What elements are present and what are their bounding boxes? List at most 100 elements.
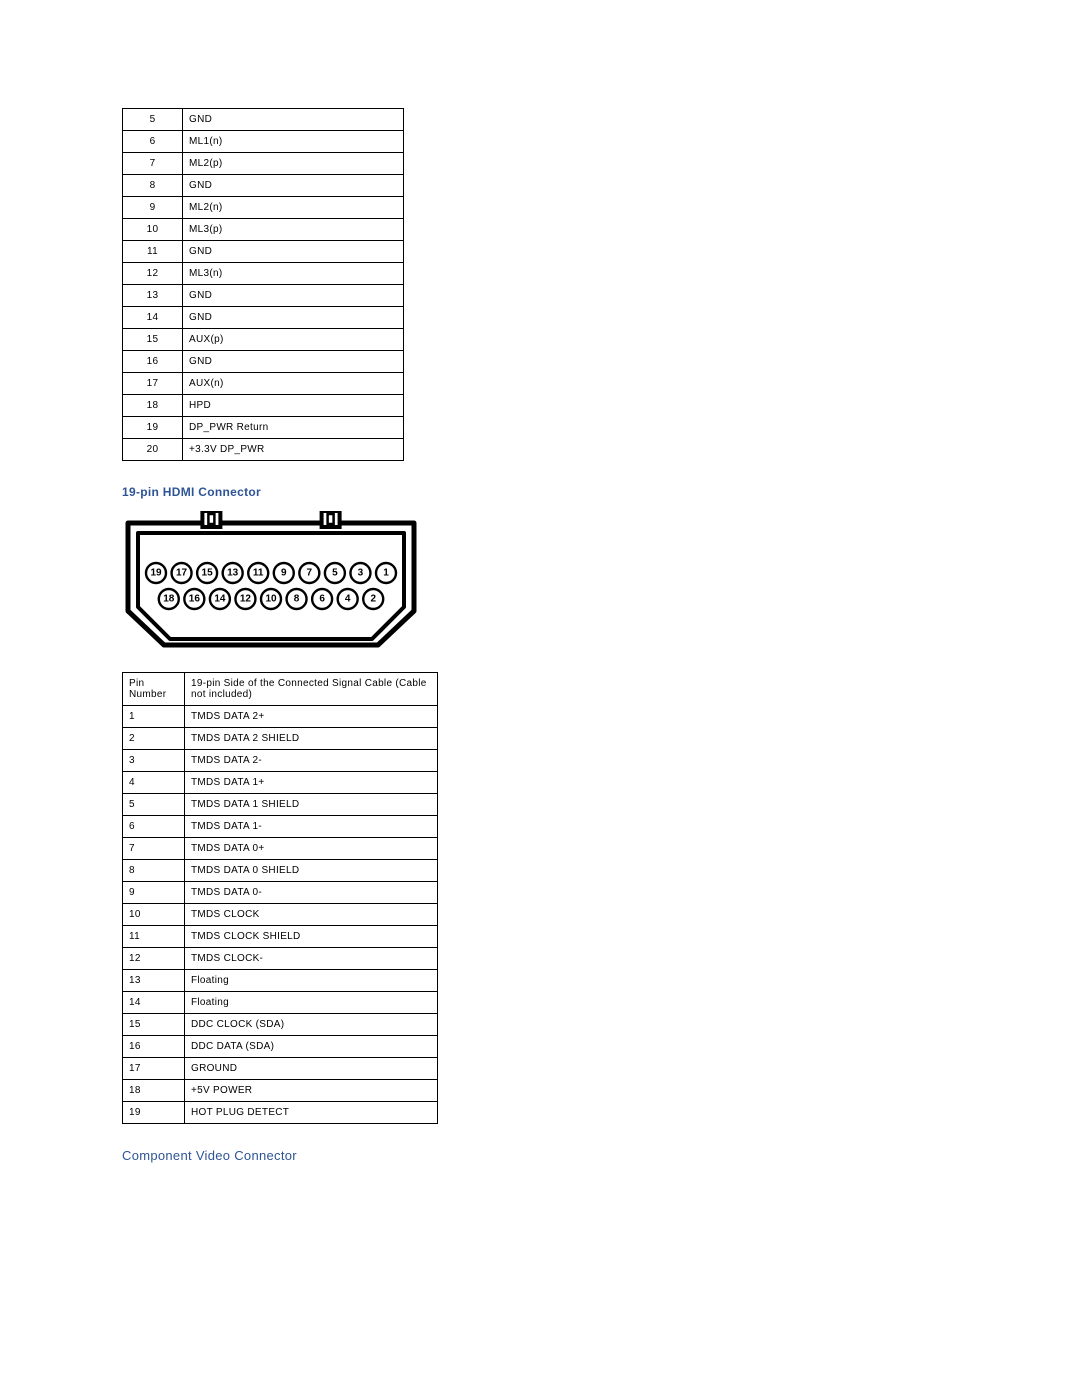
- pin-number-cell: 14: [123, 992, 185, 1014]
- signal-cell: HPD: [183, 395, 404, 417]
- signal-cell: ML2(p): [183, 153, 404, 175]
- pin-number-cell: 14: [123, 307, 183, 329]
- signal-cell: TMDS DATA 2 SHIELD: [185, 728, 438, 750]
- pin-number-cell: 20: [123, 439, 183, 461]
- table-row: 19HOT PLUG DETECT: [123, 1102, 438, 1124]
- signal-cell: ML3(n): [183, 263, 404, 285]
- pin-number-cell: 16: [123, 351, 183, 373]
- table-row: 14Floating: [123, 992, 438, 1014]
- svg-text:16: 16: [189, 594, 201, 605]
- signal-cell: TMDS DATA 0 SHIELD: [185, 860, 438, 882]
- signal-cell: GND: [183, 109, 404, 131]
- hdmi-heading: 19-pin HDMI Connector: [122, 485, 960, 499]
- svg-text:1: 1: [383, 568, 389, 579]
- table-row: 11TMDS CLOCK SHIELD: [123, 926, 438, 948]
- signal-cell: AUX(p): [183, 329, 404, 351]
- signal-cell: DP_PWR Return: [183, 417, 404, 439]
- svg-text:5: 5: [332, 568, 338, 579]
- component-heading: Component Video Connector: [122, 1148, 960, 1163]
- pin-number-cell: 3: [123, 750, 185, 772]
- signal-cell: DDC DATA (SDA): [185, 1036, 438, 1058]
- table-header-row: Pin Number 19-pin Side of the Connected …: [123, 673, 438, 706]
- pin-number-cell: 12: [123, 263, 183, 285]
- pin-number-cell: 11: [123, 241, 183, 263]
- pin-number-cell: 9: [123, 197, 183, 219]
- table-row: 6ML1(n): [123, 131, 404, 153]
- pin-number-cell: 16: [123, 1036, 185, 1058]
- pin-number-cell: 17: [123, 1058, 185, 1080]
- table-row: 4TMDS DATA 1+: [123, 772, 438, 794]
- pin-number-cell: 1: [123, 706, 185, 728]
- pin-number-cell: 5: [123, 109, 183, 131]
- signal-cell: TMDS DATA 0-: [185, 882, 438, 904]
- signal-cell: +5V POWER: [185, 1080, 438, 1102]
- table-row: 3TMDS DATA 2-: [123, 750, 438, 772]
- pin-number-cell: 6: [123, 131, 183, 153]
- pin-number-cell: 6: [123, 816, 185, 838]
- table-row: 10ML3(p): [123, 219, 404, 241]
- table-row: 7ML2(p): [123, 153, 404, 175]
- signal-cell: GND: [183, 351, 404, 373]
- svg-text:9: 9: [281, 568, 287, 579]
- table-row: 20+3.3V DP_PWR: [123, 439, 404, 461]
- signal-cell: GND: [183, 307, 404, 329]
- table-row: 7TMDS DATA 0+: [123, 838, 438, 860]
- svg-text:8: 8: [294, 594, 300, 605]
- table-row: 10TMDS CLOCK: [123, 904, 438, 926]
- signal-cell: TMDS DATA 2-: [185, 750, 438, 772]
- signal-cell: GND: [183, 175, 404, 197]
- table-row: 13Floating: [123, 970, 438, 992]
- table-row: 8GND: [123, 175, 404, 197]
- signal-cell: TMDS DATA 2+: [185, 706, 438, 728]
- signal-cell: TMDS CLOCK SHIELD: [185, 926, 438, 948]
- table-row: 16DDC DATA (SDA): [123, 1036, 438, 1058]
- page-content: 5GND6ML1(n)7ML2(p)8GND9ML2(n)10ML3(p)11G…: [0, 0, 960, 1163]
- table-row: 15AUX(p): [123, 329, 404, 351]
- table-row: 13GND: [123, 285, 404, 307]
- hdmi-connector-diagram: 19171513119753118161412108642: [122, 511, 960, 658]
- svg-text:10: 10: [265, 594, 277, 605]
- svg-text:3: 3: [358, 568, 364, 579]
- signal-cell: TMDS DATA 1 SHIELD: [185, 794, 438, 816]
- table-row: 9ML2(n): [123, 197, 404, 219]
- signal-cell: GROUND: [185, 1058, 438, 1080]
- dp-pin-table: 5GND6ML1(n)7ML2(p)8GND9ML2(n)10ML3(p)11G…: [122, 108, 404, 461]
- signal-cell: ML3(p): [183, 219, 404, 241]
- signal-cell: TMDS CLOCK-: [185, 948, 438, 970]
- pin-number-cell: 7: [123, 838, 185, 860]
- table-row: 17AUX(n): [123, 373, 404, 395]
- table-row: 11GND: [123, 241, 404, 263]
- table-row: 19DP_PWR Return: [123, 417, 404, 439]
- table-row: 14GND: [123, 307, 404, 329]
- table-row: 9TMDS DATA 0-: [123, 882, 438, 904]
- signal-cell: GND: [183, 285, 404, 307]
- svg-text:12: 12: [240, 594, 252, 605]
- svg-text:18: 18: [163, 594, 175, 605]
- signal-cell: TMDS DATA 1+: [185, 772, 438, 794]
- pin-number-cell: 12: [123, 948, 185, 970]
- table-row: 2TMDS DATA 2 SHIELD: [123, 728, 438, 750]
- pin-number-cell: 13: [123, 970, 185, 992]
- signal-cell: TMDS DATA 0+: [185, 838, 438, 860]
- pin-number-cell: 10: [123, 219, 183, 241]
- pin-number-cell: 4: [123, 772, 185, 794]
- table-row: 17GROUND: [123, 1058, 438, 1080]
- pin-number-cell: 18: [123, 1080, 185, 1102]
- signal-cell: AUX(n): [183, 373, 404, 395]
- svg-text:19: 19: [150, 568, 162, 579]
- table-row: 18+5V POWER: [123, 1080, 438, 1102]
- svg-text:15: 15: [202, 568, 214, 579]
- pin-number-cell: 2: [123, 728, 185, 750]
- svg-text:11: 11: [253, 568, 264, 579]
- pin-number-cell: 5: [123, 794, 185, 816]
- signal-cell: HOT PLUG DETECT: [185, 1102, 438, 1124]
- table-row: 18HPD: [123, 395, 404, 417]
- svg-text:6: 6: [319, 594, 325, 605]
- table-row: 12TMDS CLOCK-: [123, 948, 438, 970]
- pin-number-cell: 17: [123, 373, 183, 395]
- signal-cell: ML2(n): [183, 197, 404, 219]
- svg-text:17: 17: [176, 568, 188, 579]
- signal-cell: Floating: [185, 992, 438, 1014]
- hdmi-pin-table: Pin Number 19-pin Side of the Connected …: [122, 672, 438, 1124]
- table-row: 6TMDS DATA 1-: [123, 816, 438, 838]
